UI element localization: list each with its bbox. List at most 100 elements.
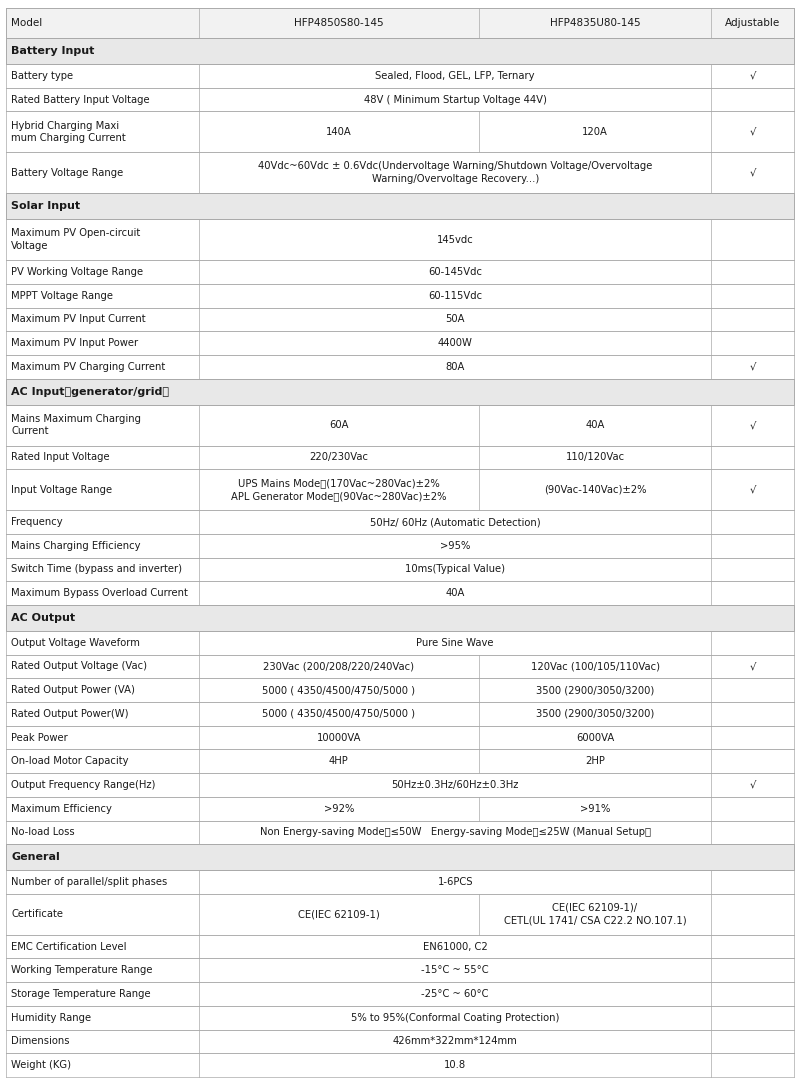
Text: -25°C ~ 60°C: -25°C ~ 60°C	[422, 990, 489, 999]
Text: Non Energy-saving Mode：≤50W   Energy-saving Mode：≤25W (Manual Setup）: Non Energy-saving Mode：≤50W Energy-savin…	[260, 828, 650, 838]
Text: 5% to 95%(Conformal Coating Protection): 5% to 95%(Conformal Coating Protection)	[351, 1012, 559, 1023]
Text: Output Frequency Range(Hz): Output Frequency Range(Hz)	[11, 780, 155, 790]
Bar	[6, 1030, 794, 1054]
Bar	[6, 558, 794, 582]
Text: √: √	[750, 362, 756, 372]
Text: 3500 (2900/3050/3200): 3500 (2900/3050/3200)	[536, 709, 654, 719]
Bar	[6, 870, 794, 894]
Text: 60-145Vdc: 60-145Vdc	[428, 267, 482, 277]
Bar	[6, 355, 794, 379]
Text: On-load Motor Capacity: On-load Motor Capacity	[11, 756, 129, 766]
Text: Battery Voltage Range: Battery Voltage Range	[11, 168, 123, 178]
Text: AC Output: AC Output	[11, 613, 75, 623]
Text: 1-6PCS: 1-6PCS	[438, 877, 473, 886]
Text: 50Hz/ 60Hz (Automatic Detection): 50Hz/ 60Hz (Automatic Detection)	[370, 518, 541, 527]
Text: 60A: 60A	[329, 420, 349, 430]
Bar	[6, 678, 794, 702]
Bar	[6, 935, 794, 958]
Bar	[6, 894, 794, 935]
Text: Humidity Range: Humidity Range	[11, 1012, 91, 1023]
Text: Frequency: Frequency	[11, 518, 62, 527]
Text: 220/230Vac: 220/230Vac	[310, 452, 369, 462]
Text: EMC Certification Level: EMC Certification Level	[11, 942, 126, 952]
Bar	[6, 982, 794, 1006]
Text: Sealed, Flood, GEL, LFP, Ternary: Sealed, Flood, GEL, LFP, Ternary	[375, 71, 535, 81]
Text: √: √	[750, 780, 756, 790]
Text: Output Voltage Waveform: Output Voltage Waveform	[11, 638, 140, 648]
Text: >95%: >95%	[440, 540, 470, 551]
Bar	[6, 820, 794, 844]
Bar	[6, 193, 794, 219]
Text: Maximum Efficiency: Maximum Efficiency	[11, 804, 112, 814]
Text: MPPT Voltage Range: MPPT Voltage Range	[11, 291, 113, 301]
Text: √: √	[750, 127, 756, 137]
Text: 4400W: 4400W	[438, 339, 473, 348]
Text: Certificate: Certificate	[11, 909, 63, 919]
Text: Solar Input: Solar Input	[11, 202, 80, 212]
Text: Maximum Bypass Overload Current: Maximum Bypass Overload Current	[11, 588, 188, 598]
Text: 3500 (2900/3050/3200): 3500 (2900/3050/3200)	[536, 685, 654, 695]
Text: CE(IEC 62109-1)/
CETL(UL 1741/ CSA C22.2 NO.107.1): CE(IEC 62109-1)/ CETL(UL 1741/ CSA C22.2…	[504, 903, 686, 926]
Text: Rated Input Voltage: Rated Input Voltage	[11, 452, 110, 462]
Text: >92%: >92%	[324, 804, 354, 814]
Text: 6000VA: 6000VA	[576, 732, 614, 742]
Text: Working Temperature Range: Working Temperature Range	[11, 966, 153, 975]
Text: -15°C ~ 55°C: -15°C ~ 55°C	[422, 966, 489, 975]
Bar	[6, 284, 794, 307]
Bar	[6, 88, 794, 112]
Text: CE(IEC 62109-1): CE(IEC 62109-1)	[298, 909, 380, 919]
Bar	[6, 219, 794, 260]
Text: Rated Output Voltage (Vac): Rated Output Voltage (Vac)	[11, 662, 147, 672]
Text: >91%: >91%	[580, 804, 610, 814]
Bar	[6, 654, 794, 678]
Bar	[6, 1006, 794, 1030]
Text: Battery Input: Battery Input	[11, 46, 94, 56]
Text: HFP4850S80-145: HFP4850S80-145	[294, 18, 384, 28]
Bar	[6, 796, 794, 820]
Text: 10ms(Typical Value): 10ms(Typical Value)	[405, 564, 505, 574]
Text: 50A: 50A	[446, 315, 465, 324]
Bar	[6, 8, 794, 38]
Text: 4HP: 4HP	[329, 756, 349, 766]
Text: Rated Output Power (VA): Rated Output Power (VA)	[11, 685, 135, 695]
Text: Adjustable: Adjustable	[725, 18, 780, 28]
Text: Maximum PV Charging Current: Maximum PV Charging Current	[11, 362, 166, 372]
Text: 5000 ( 4350/4500/4750/5000 ): 5000 ( 4350/4500/4750/5000 )	[262, 709, 415, 719]
Text: 120Vac (100/105/110Vac): 120Vac (100/105/110Vac)	[530, 662, 659, 672]
Text: PV Working Voltage Range: PV Working Voltage Range	[11, 267, 143, 277]
Bar	[6, 1054, 794, 1077]
Text: Maximum PV Input Power: Maximum PV Input Power	[11, 339, 138, 348]
Text: 110/120Vac: 110/120Vac	[566, 452, 625, 462]
Text: HFP4835U80-145: HFP4835U80-145	[550, 18, 640, 28]
Bar	[6, 112, 794, 152]
Text: Hybrid Charging Maxi
mum Charging Current: Hybrid Charging Maxi mum Charging Curren…	[11, 120, 126, 143]
Text: Rated Battery Input Voltage: Rated Battery Input Voltage	[11, 94, 150, 104]
Text: Dimensions: Dimensions	[11, 1036, 70, 1046]
Bar	[6, 582, 794, 605]
Bar	[6, 307, 794, 331]
Text: √: √	[750, 662, 756, 672]
Text: Mains Maximum Charging
Current: Mains Maximum Charging Current	[11, 413, 141, 436]
Text: √: √	[750, 168, 756, 178]
Text: (90Vac-140Vac)±2%: (90Vac-140Vac)±2%	[544, 485, 646, 495]
Bar	[6, 958, 794, 982]
Bar	[6, 534, 794, 558]
Bar	[6, 844, 794, 870]
Bar	[6, 510, 794, 534]
Text: 48V ( Minimum Startup Voltage 44V): 48V ( Minimum Startup Voltage 44V)	[364, 94, 546, 104]
Text: General: General	[11, 852, 60, 863]
Bar	[6, 702, 794, 726]
Text: 230Vac (200/208/220/240Vac): 230Vac (200/208/220/240Vac)	[263, 662, 414, 672]
Text: Model: Model	[11, 18, 42, 28]
Text: Battery type: Battery type	[11, 71, 73, 81]
Text: No-load Loss: No-load Loss	[11, 828, 74, 838]
Bar	[6, 446, 794, 469]
Text: Mains Charging Efficiency: Mains Charging Efficiency	[11, 540, 141, 551]
Bar	[6, 750, 794, 774]
Text: Weight (KG): Weight (KG)	[11, 1060, 71, 1070]
Text: Switch Time (bypass and inverter): Switch Time (bypass and inverter)	[11, 564, 182, 574]
Bar	[6, 774, 794, 796]
Text: Rated Output Power(W): Rated Output Power(W)	[11, 709, 129, 719]
Bar	[6, 331, 794, 355]
Text: 40A: 40A	[586, 420, 605, 430]
